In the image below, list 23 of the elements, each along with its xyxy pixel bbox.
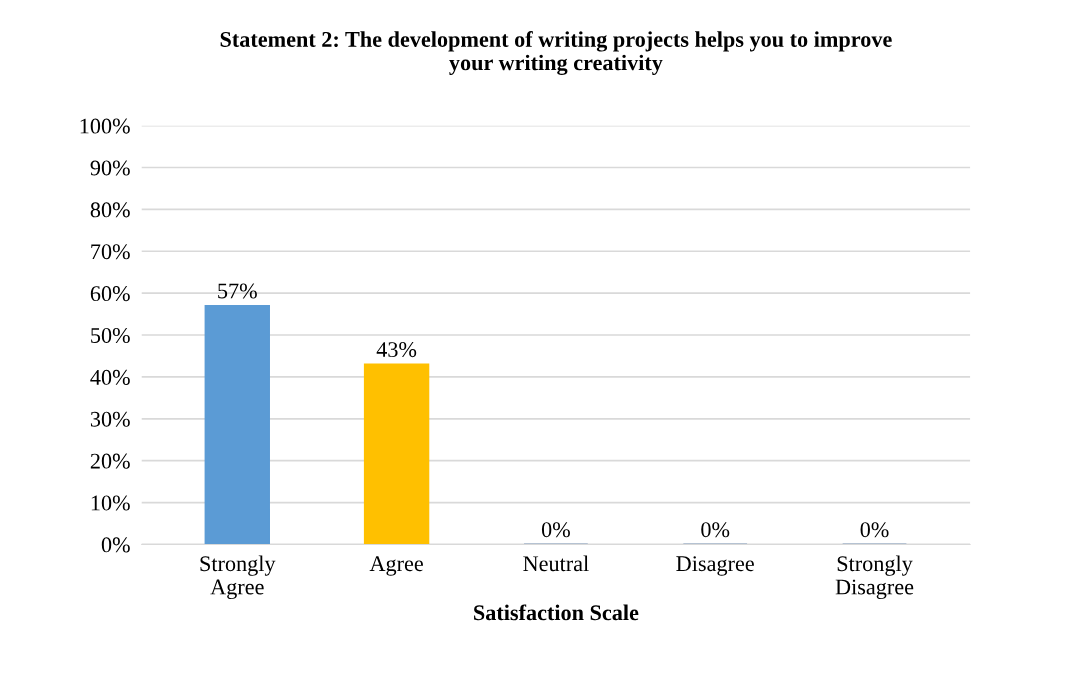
data-label: 0% [541,522,570,538]
y-tick-label: 90% [90,160,130,176]
x-tick-label: Strongly Disagree [835,555,914,600]
x-tick-label: Disagree [676,556,754,576]
y-tick-label: 70% [91,244,130,260]
data-label: 43% [376,342,417,358]
y-tick-label: 80% [90,202,130,218]
x-axis-title: Satisfaction Scale [474,604,639,621]
x-tick-label: Neutral [523,555,589,572]
y-tick-label: 40% [90,369,130,385]
y-tick-label: 0% [101,537,130,553]
data-label: 0% [701,522,730,538]
y-tick-label: 50% [91,327,130,344]
chart-title: Statement 2: The development of writing projects helps you to improve your writing creativity [220,31,892,75]
y-tick-label: 100% [80,118,130,134]
data-label: 57% [218,283,257,299]
y-tick-label: 30% [90,411,130,427]
data-label: 0% [860,522,889,538]
y-tick-label: 10% [91,495,130,511]
x-tick-label: Agree [369,556,423,576]
x-tick-label: Strongly Agree [200,555,276,600]
y-tick-label: 20% [90,453,130,469]
y-tick-label: 60% [90,286,130,302]
